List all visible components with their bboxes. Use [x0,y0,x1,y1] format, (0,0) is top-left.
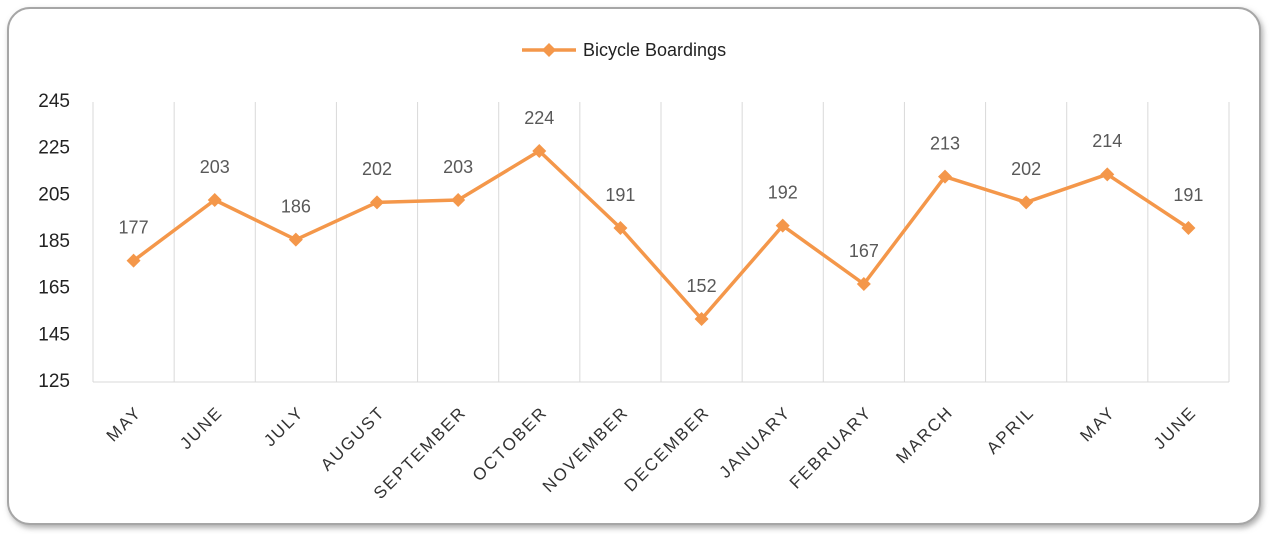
chart-frame [7,7,1261,525]
data-label: 203 [200,157,230,177]
data-label: 177 [119,217,149,237]
marker [532,144,547,158]
data-label: 213 [930,133,960,153]
data-label: 167 [849,241,879,261]
y-tick-label: 205 [38,184,70,205]
y-tick-label: 185 [38,231,70,252]
marker [1181,221,1196,235]
marker [207,193,222,207]
data-label: 191 [605,185,635,205]
line [132,149,1190,321]
marker [451,193,466,207]
marker [775,218,790,233]
y-tick-label: 145 [38,324,70,345]
data-label: 192 [768,182,798,202]
y-tick-label: 125 [38,371,70,392]
data-label: 202 [1011,159,1041,179]
marker [288,232,303,247]
marker [856,277,871,291]
marker [1019,195,1034,210]
marker [694,312,709,326]
data-label: 202 [362,159,392,179]
data-label: 203 [443,157,473,177]
marker [370,195,384,210]
marker [126,253,141,268]
y-tick-label: 225 [38,138,70,159]
marker [1100,167,1115,182]
data-label: 152 [687,276,717,296]
data-label: 191 [1173,185,1203,205]
data-label: 214 [1092,131,1122,151]
y-tick-label: 165 [38,278,70,299]
data-label: 224 [524,108,554,128]
legend-label: Bicycle Boardings [583,40,726,60]
y-tick-label: 245 [38,91,70,112]
marker [938,169,952,184]
data-label: 186 [281,196,311,216]
legend-marker [542,43,556,57]
marker [613,221,628,235]
